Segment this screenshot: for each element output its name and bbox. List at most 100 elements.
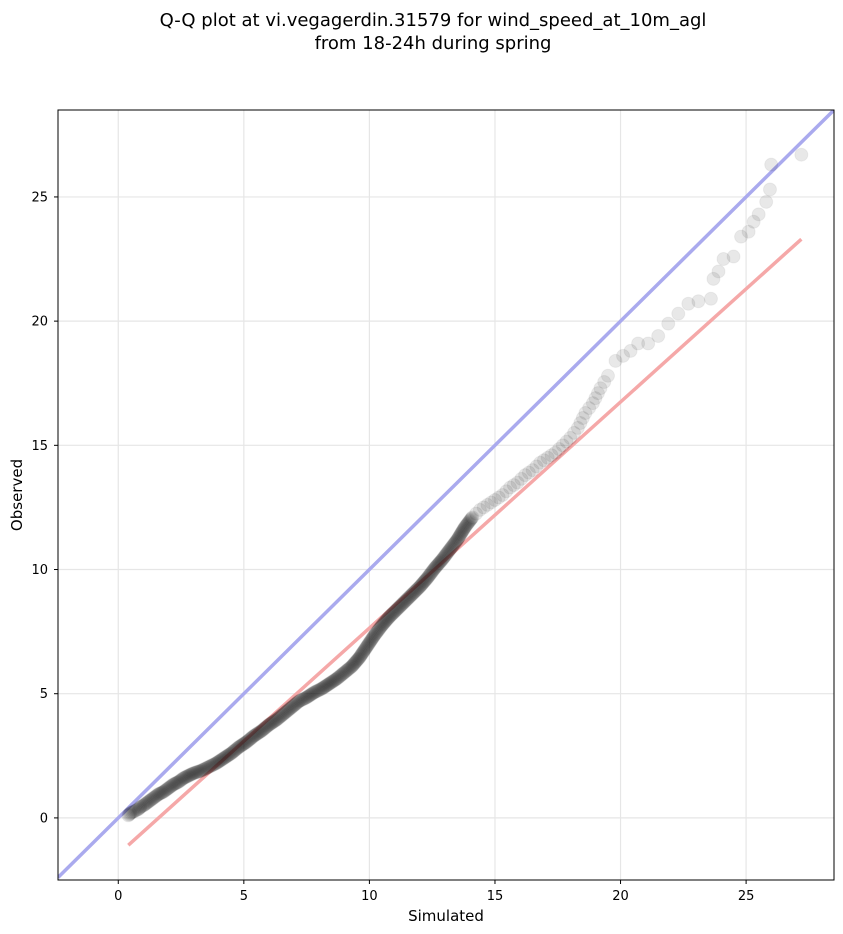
- quantile-point: [224, 746, 239, 761]
- quantile-point: [256, 722, 271, 737]
- quantile-point: [288, 697, 303, 712]
- quantile-point: [563, 430, 578, 445]
- quantile-point: [499, 484, 514, 499]
- quantile-point: [198, 761, 213, 776]
- quantile-point: [304, 687, 319, 702]
- quantile-point: [342, 660, 357, 675]
- quantile-point: [460, 517, 475, 532]
- quantile-point: [238, 735, 253, 750]
- quantile-point: [121, 808, 136, 823]
- quantile-point: [463, 513, 478, 528]
- quantile-point: [406, 585, 421, 600]
- quantile-point: [350, 653, 365, 668]
- x-tick-label: 25: [738, 889, 755, 904]
- quantile-point: [166, 777, 181, 792]
- quantile-point: [585, 396, 600, 411]
- quantile-point: [420, 570, 435, 585]
- quantile-point: [278, 705, 293, 720]
- quantile-point: [600, 368, 615, 383]
- quantile-point: [432, 555, 447, 570]
- quantile-point: [379, 613, 394, 628]
- quantile-point: [210, 755, 225, 770]
- y-axis-ticks: 0 5 10 15 20 25: [31, 190, 58, 826]
- quantile-point: [533, 455, 548, 470]
- quantile-point: [384, 608, 399, 623]
- quantile-point: [559, 434, 574, 449]
- quantile-point: [152, 786, 167, 801]
- quantile-point: [228, 742, 243, 757]
- quantile-point: [503, 480, 518, 495]
- axes-frame: [57, 109, 835, 881]
- quantile-point: [447, 536, 462, 551]
- quantile-point: [446, 537, 461, 552]
- quantile-point: [261, 717, 276, 732]
- quantile-point: [434, 553, 449, 568]
- quantile-point: [570, 420, 585, 435]
- quantile-point: [222, 747, 237, 762]
- quantile-point: [431, 556, 446, 571]
- quantile-point: [294, 693, 309, 708]
- quantile-point: [147, 790, 162, 805]
- quantile-point: [410, 582, 425, 597]
- quantile-point: [364, 632, 379, 647]
- quantile-point: [390, 601, 405, 616]
- quantile-point: [335, 667, 350, 682]
- quantile-point: [240, 734, 255, 749]
- quantile-point: [334, 667, 349, 682]
- quantile-point: [277, 706, 292, 721]
- quantile-point: [128, 803, 143, 818]
- quantile-point: [458, 519, 473, 534]
- quantile-point: [205, 757, 220, 772]
- quantile-point: [427, 561, 442, 576]
- quantile-point: [279, 704, 294, 719]
- quantile-point: [367, 628, 382, 643]
- quantile-point: [449, 533, 464, 548]
- quantile-point: [223, 746, 238, 761]
- quantile-point: [544, 448, 559, 463]
- quantile-point: [159, 782, 174, 797]
- quantile-point: [315, 681, 330, 696]
- quantile-point: [125, 805, 140, 820]
- quantile-point: [404, 588, 419, 603]
- quantile-point: [163, 779, 178, 794]
- quantile-point: [322, 676, 337, 691]
- quantile-point: [366, 629, 381, 644]
- quantile-point: [436, 550, 451, 565]
- quantile-point: [353, 648, 368, 663]
- quantile-point: [133, 799, 148, 814]
- quantile-point: [136, 798, 151, 813]
- quantile-point: [741, 224, 756, 239]
- quantile-point: [314, 681, 329, 696]
- quantile-point: [327, 673, 342, 688]
- quantile-point: [321, 677, 336, 692]
- quantile-point: [199, 761, 214, 776]
- quantile-point: [213, 753, 228, 768]
- quantile-point: [362, 635, 377, 650]
- quantile-point: [361, 636, 376, 651]
- quantile-point: [347, 655, 362, 670]
- quantile-point: [608, 353, 623, 368]
- quantile-point: [324, 675, 339, 690]
- quantile-point: [476, 500, 491, 515]
- quantile-point: [439, 546, 454, 561]
- quantile-point: [363, 634, 378, 649]
- quantile-point: [227, 743, 242, 758]
- quantile-point: [369, 625, 384, 640]
- quantile-point: [127, 804, 142, 819]
- quantile-point: [460, 516, 475, 531]
- quantile-point: [237, 736, 252, 751]
- quantile-point: [428, 560, 443, 575]
- quantile-point: [412, 579, 427, 594]
- quantile-point: [234, 738, 249, 753]
- quantile-point: [357, 643, 372, 658]
- quantile-point: [437, 549, 452, 564]
- quantile-point: [138, 796, 153, 811]
- quantile-point: [161, 781, 176, 796]
- quantile-point: [312, 682, 327, 697]
- quantile-point: [442, 543, 457, 558]
- quantile-point: [303, 687, 318, 702]
- quantile-point: [183, 767, 198, 782]
- quantile-point: [456, 522, 471, 537]
- quantile-point: [299, 690, 314, 705]
